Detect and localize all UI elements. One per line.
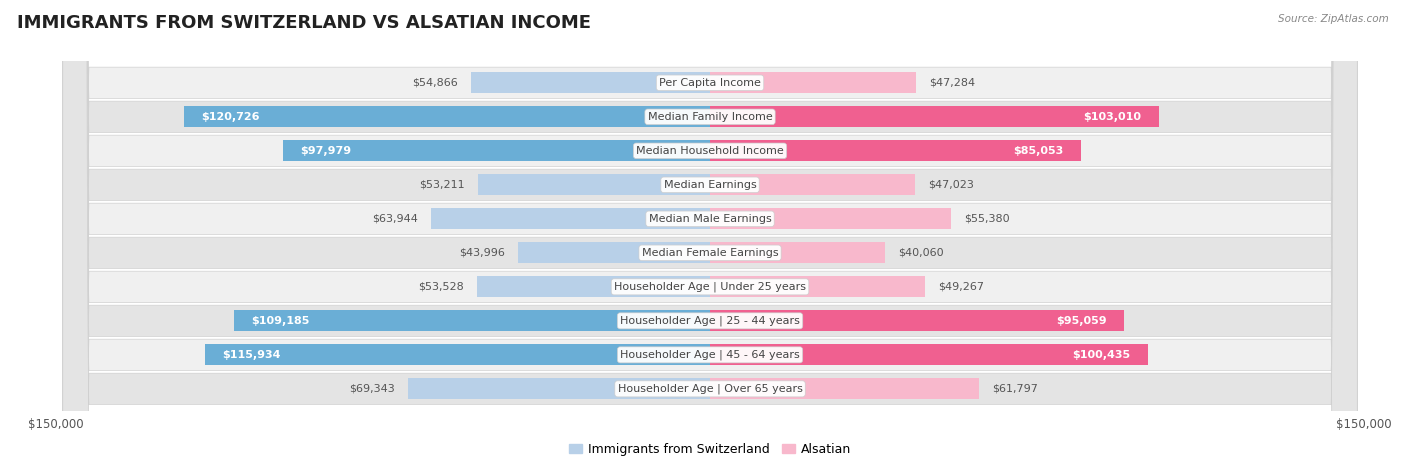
Bar bbox=[710, 242, 884, 263]
FancyBboxPatch shape bbox=[63, 0, 1357, 467]
Text: Median Female Earnings: Median Female Earnings bbox=[641, 248, 779, 258]
Text: $85,053: $85,053 bbox=[1014, 146, 1063, 156]
Bar bbox=[283, 140, 710, 162]
Bar bbox=[710, 276, 925, 297]
Text: $103,010: $103,010 bbox=[1084, 112, 1142, 122]
Bar bbox=[205, 344, 710, 365]
FancyBboxPatch shape bbox=[63, 0, 1357, 467]
FancyBboxPatch shape bbox=[63, 0, 1357, 467]
Text: $120,726: $120,726 bbox=[201, 112, 260, 122]
Text: $54,866: $54,866 bbox=[412, 78, 458, 88]
Text: Householder Age | 25 - 44 years: Householder Age | 25 - 44 years bbox=[620, 316, 800, 326]
Text: $69,343: $69,343 bbox=[349, 384, 395, 394]
Text: $115,934: $115,934 bbox=[222, 350, 281, 360]
Bar bbox=[235, 310, 710, 332]
Text: $40,060: $40,060 bbox=[897, 248, 943, 258]
Text: Householder Age | Under 25 years: Householder Age | Under 25 years bbox=[614, 282, 806, 292]
Text: $47,023: $47,023 bbox=[928, 180, 974, 190]
FancyBboxPatch shape bbox=[63, 0, 1357, 467]
Legend: Immigrants from Switzerland, Alsatian: Immigrants from Switzerland, Alsatian bbox=[564, 438, 856, 461]
Text: $109,185: $109,185 bbox=[252, 316, 309, 326]
Bar bbox=[478, 174, 710, 195]
Text: Source: ZipAtlas.com: Source: ZipAtlas.com bbox=[1278, 14, 1389, 24]
Bar bbox=[710, 378, 980, 399]
Text: IMMIGRANTS FROM SWITZERLAND VS ALSATIAN INCOME: IMMIGRANTS FROM SWITZERLAND VS ALSATIAN … bbox=[17, 14, 591, 32]
Text: Median Earnings: Median Earnings bbox=[664, 180, 756, 190]
Bar bbox=[710, 174, 915, 195]
Bar bbox=[471, 72, 710, 93]
Text: $97,979: $97,979 bbox=[301, 146, 352, 156]
Bar bbox=[519, 242, 710, 263]
Bar bbox=[432, 208, 710, 229]
Bar bbox=[710, 208, 952, 229]
Text: $43,996: $43,996 bbox=[460, 248, 505, 258]
Bar bbox=[710, 72, 917, 93]
FancyBboxPatch shape bbox=[63, 0, 1357, 467]
Bar bbox=[184, 106, 710, 127]
Text: $55,380: $55,380 bbox=[965, 214, 1010, 224]
FancyBboxPatch shape bbox=[63, 0, 1357, 467]
FancyBboxPatch shape bbox=[63, 0, 1357, 467]
FancyBboxPatch shape bbox=[63, 0, 1357, 467]
Text: $63,944: $63,944 bbox=[373, 214, 418, 224]
Text: $47,284: $47,284 bbox=[929, 78, 976, 88]
Text: $49,267: $49,267 bbox=[938, 282, 984, 292]
Text: $53,211: $53,211 bbox=[419, 180, 465, 190]
Bar bbox=[710, 310, 1125, 332]
Bar bbox=[477, 276, 710, 297]
Bar bbox=[710, 140, 1081, 162]
Text: Median Male Earnings: Median Male Earnings bbox=[648, 214, 772, 224]
Text: Median Household Income: Median Household Income bbox=[636, 146, 785, 156]
Bar bbox=[710, 106, 1159, 127]
Text: Median Family Income: Median Family Income bbox=[648, 112, 772, 122]
Text: Per Capita Income: Per Capita Income bbox=[659, 78, 761, 88]
Text: $53,528: $53,528 bbox=[418, 282, 464, 292]
Bar bbox=[710, 344, 1147, 365]
FancyBboxPatch shape bbox=[63, 0, 1357, 467]
Text: $61,797: $61,797 bbox=[993, 384, 1038, 394]
Text: $100,435: $100,435 bbox=[1073, 350, 1130, 360]
FancyBboxPatch shape bbox=[63, 0, 1357, 467]
Text: $95,059: $95,059 bbox=[1056, 316, 1107, 326]
Text: Householder Age | 45 - 64 years: Householder Age | 45 - 64 years bbox=[620, 350, 800, 360]
Bar bbox=[408, 378, 710, 399]
Text: Householder Age | Over 65 years: Householder Age | Over 65 years bbox=[617, 383, 803, 394]
